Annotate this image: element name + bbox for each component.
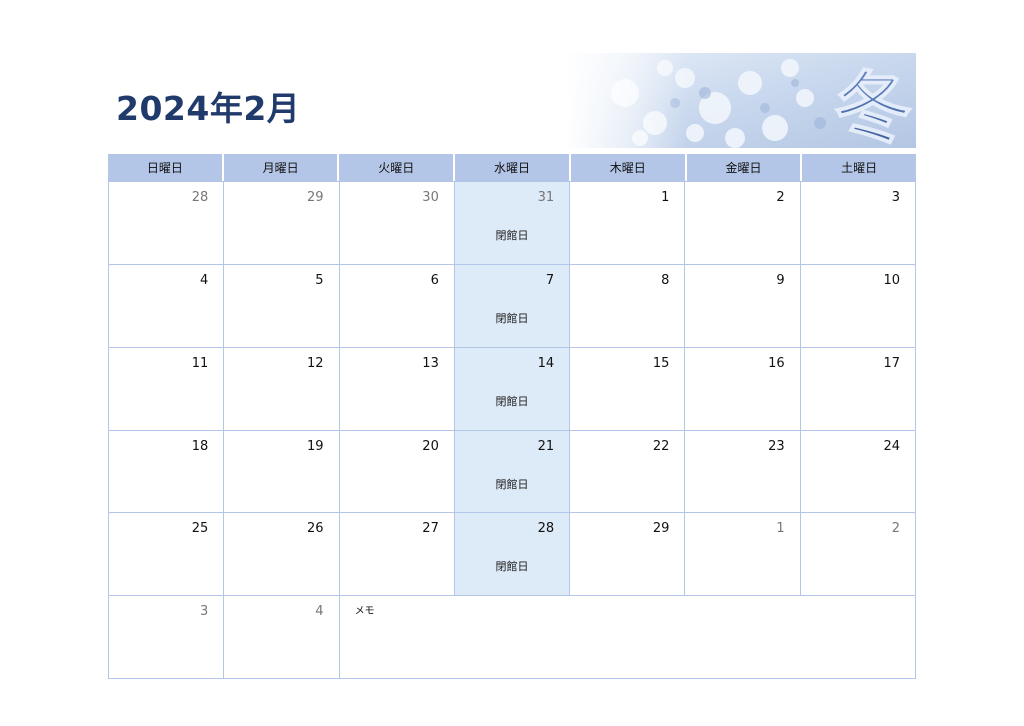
weekday-mon: 月曜日 (223, 154, 340, 181)
day-cell: 18 (109, 430, 225, 514)
day-number: 15 (652, 355, 670, 371)
day-number: 26 (307, 521, 324, 537)
day-number: 29 (652, 521, 670, 537)
day-number: 28 (191, 190, 209, 205)
day-cell: 2 (800, 513, 916, 597)
day-number: 14 (537, 355, 555, 371)
day-number: 9 (776, 272, 785, 288)
day-cell: 4 (224, 596, 340, 679)
weekday-wed: 水曜日 (455, 154, 571, 181)
day-number: 25 (191, 521, 209, 537)
day-number: 7 (545, 272, 555, 288)
day-number: 13 (422, 355, 439, 371)
day-cell: 4 (109, 264, 225, 348)
day-cell: 12 (224, 347, 340, 431)
day-number: 11 (191, 355, 209, 371)
day-cell: 13 (339, 347, 455, 431)
day-cell: 21 閉館日 (454, 430, 571, 514)
day-cell: 29 (570, 513, 686, 597)
day-number: 17 (883, 355, 900, 371)
day-number: 1 (661, 190, 670, 205)
day-number: 19 (307, 438, 324, 454)
weekday-sat: 土曜日 (802, 154, 917, 181)
day-cell: 15 (570, 347, 686, 431)
day-number: 10 (883, 272, 900, 288)
winter-glyph: 冬 (834, 64, 912, 148)
day-cell: 11 (109, 347, 225, 431)
day-cell: 14 閉館日 (454, 347, 571, 431)
day-cell: 1 (570, 182, 686, 265)
day-number: 23 (768, 438, 785, 454)
day-number: 2 (776, 190, 785, 205)
closed-day-note: 閉館日 (495, 311, 529, 325)
day-number: 20 (422, 438, 439, 454)
memo-label: メモ (354, 606, 375, 618)
day-cell: 8 (570, 264, 686, 348)
day-cell: 27 (339, 513, 455, 597)
day-cell: 23 (685, 430, 801, 514)
day-cell: 25 (109, 513, 225, 597)
day-number: 12 (307, 355, 324, 371)
day-number: 29 (307, 190, 324, 205)
weekday-fri: 金曜日 (686, 154, 803, 181)
day-cell: 9 (685, 264, 801, 348)
day-number: 28 (537, 521, 555, 537)
page-title: 2024年2月 (116, 89, 301, 128)
day-cell: 17 (800, 347, 916, 431)
day-number: 8 (661, 272, 670, 288)
weekday-header: 日曜日 月曜日 火曜日 水曜日 木曜日 金曜日 土曜日 (108, 154, 917, 181)
day-cell: 30 (339, 182, 455, 265)
closed-day-note: 閉館日 (495, 560, 529, 574)
weekday-tue: 火曜日 (339, 154, 456, 181)
day-number: 5 (315, 272, 324, 288)
calendar-grid: 28 29 30 31 閉館日 1 2 3 4 5 6 7 閉館日 8 9 10 11 12 13 14 閉館日 15 16… (108, 181, 916, 679)
day-cell: 3 (109, 596, 225, 679)
day-cell: 5 (224, 264, 340, 348)
weekday-sun: 日曜日 (108, 154, 224, 181)
day-cell: 3 (800, 182, 916, 265)
day-number: 1 (776, 521, 785, 537)
day-cell: 28 閉館日 (454, 513, 571, 597)
day-number: 4 (200, 272, 209, 288)
day-number: 21 (537, 438, 555, 454)
day-cell: 16 (685, 347, 801, 431)
day-cell: 7 閉館日 (454, 264, 571, 348)
day-number: 18 (191, 438, 209, 454)
memo-box: メモ (339, 596, 916, 679)
day-cell: 26 (224, 513, 340, 597)
day-number: 31 (537, 190, 555, 205)
calendar: 日曜日 月曜日 火曜日 水曜日 木曜日 金曜日 土曜日 28 29 30 31 閉館日 1… (108, 154, 917, 679)
day-cell: 28 (109, 182, 225, 265)
weekday-thu: 木曜日 (570, 154, 687, 181)
day-number: 4 (315, 604, 324, 620)
day-number: 22 (652, 438, 670, 454)
day-number: 27 (422, 521, 439, 537)
closed-day-note: 閉館日 (495, 229, 529, 242)
winter-banner-image: 冬 (565, 53, 916, 148)
day-cell: 20 (339, 430, 455, 514)
day-number: 6 (430, 272, 439, 288)
day-number: 30 (422, 190, 439, 205)
day-cell: 31 閉館日 (454, 182, 571, 265)
day-cell: 2 (685, 182, 801, 265)
day-cell: 10 (800, 264, 916, 348)
day-number: 3 (200, 604, 209, 620)
day-cell: 22 (570, 430, 686, 514)
day-cell: 6 (339, 264, 455, 348)
day-cell: 1 (685, 513, 801, 597)
day-number: 16 (768, 355, 785, 371)
closed-day-note: 閉館日 (495, 394, 529, 408)
day-number: 3 (891, 190, 900, 205)
day-cell: 19 (224, 430, 340, 514)
closed-day-note: 閉館日 (495, 477, 529, 491)
day-number: 2 (891, 521, 900, 537)
day-number: 24 (883, 438, 900, 454)
day-cell: 24 (800, 430, 916, 514)
day-cell: 29 (224, 182, 340, 265)
